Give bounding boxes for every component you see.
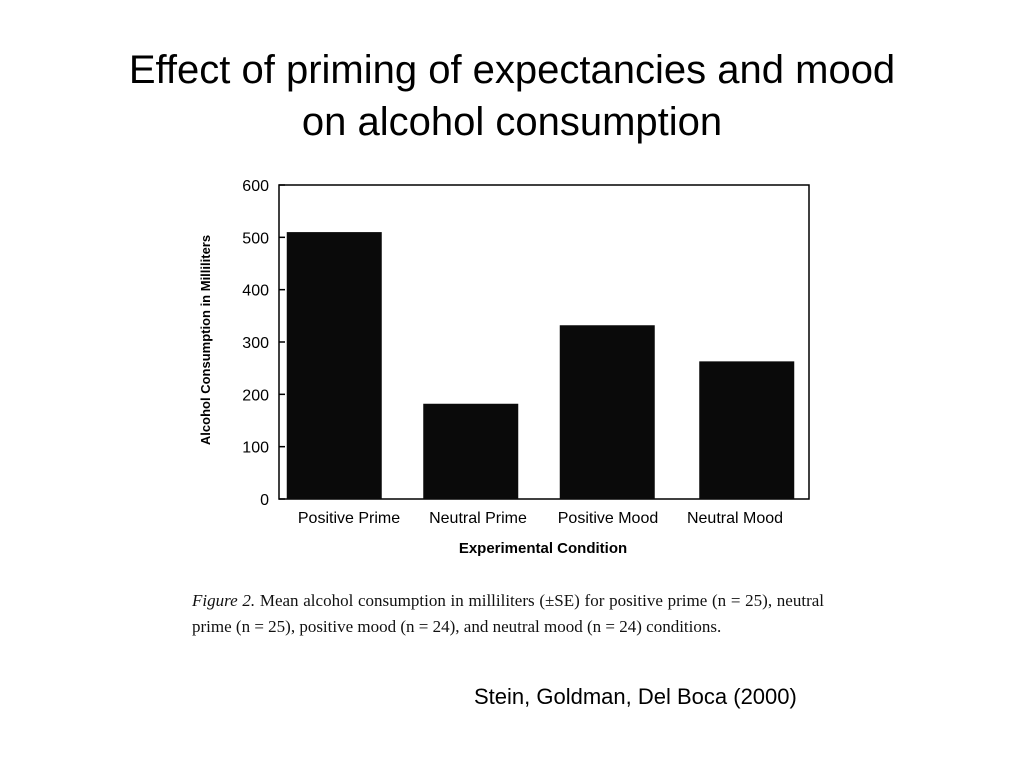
- bar-positive-mood: [559, 325, 655, 499]
- slide-title-line-1: Effect of priming of expectancies and mo…: [128, 48, 896, 92]
- figure-caption-label: Figure 2.: [192, 591, 256, 610]
- x-tick-label: Neutral Mood: [687, 510, 783, 527]
- citation: Stein, Goldman, Del Boca (2000): [474, 684, 797, 709]
- figure-caption: Figure 2. Mean alcohol consumption in mi…: [192, 588, 824, 640]
- y-tick-label: 500: [242, 230, 269, 247]
- bar-positive-prime: [286, 232, 382, 499]
- x-tick-label: Positive Mood: [558, 510, 659, 527]
- y-tick-label: 200: [242, 387, 269, 404]
- bars: [286, 232, 795, 499]
- y-tick-label: 400: [242, 283, 269, 300]
- bar-neutral-prime: [423, 403, 519, 499]
- y-tick-label: 600: [242, 178, 269, 195]
- slide-title-line-2: on alcohol consumption: [301, 100, 723, 144]
- bar-chart: 0 100 200 300 400 500 600 Positive Prime Neutra…: [198, 178, 810, 557]
- figure-caption-text: Mean alcohol consumption in milliliters …: [192, 591, 824, 636]
- y-tick-label: 300: [242, 335, 269, 352]
- y-tick-label: 0: [260, 492, 269, 509]
- y-axis-ticks: 0 100 200 300 400 500 600: [242, 178, 285, 509]
- bar-neutral-mood: [699, 361, 795, 499]
- x-tick-label: Neutral Prime: [429, 510, 527, 527]
- x-axis-title: Experimental Condition: [459, 540, 627, 557]
- y-axis-title: Alcohol Consumption in Milliliters: [198, 235, 213, 445]
- x-axis-tick-labels: Positive Prime Neutral Prime Positive Mood…: [298, 510, 783, 527]
- y-tick-label: 100: [242, 440, 269, 457]
- slide-title: Effect of priming of expectancies and mo…: [40, 44, 984, 148]
- x-tick-label: Positive Prime: [298, 510, 400, 527]
